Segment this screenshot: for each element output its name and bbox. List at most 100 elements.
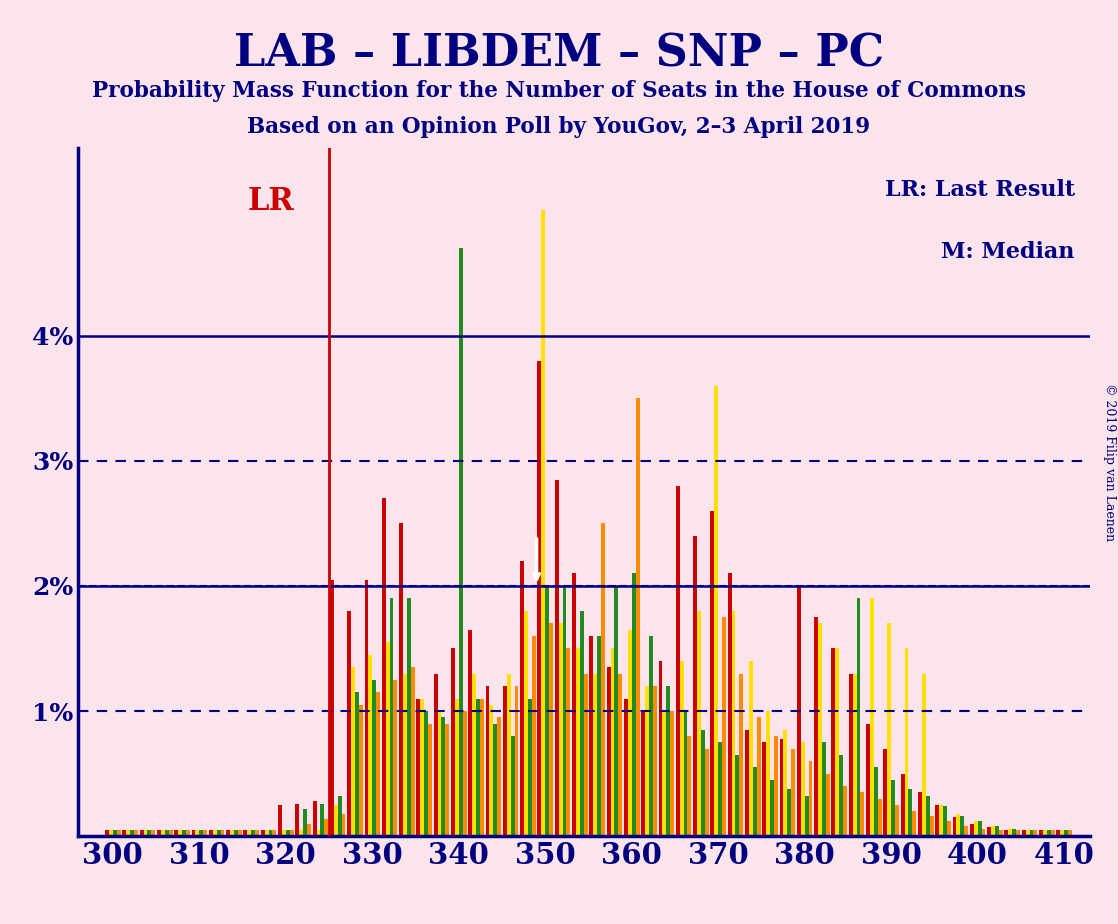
Bar: [663, 711, 666, 836]
Bar: [947, 821, 950, 836]
Bar: [445, 723, 449, 836]
Bar: [126, 830, 130, 836]
Bar: [977, 821, 982, 836]
Bar: [675, 486, 680, 836]
Bar: [849, 674, 853, 836]
Bar: [666, 686, 670, 836]
Bar: [749, 661, 752, 836]
Bar: [1060, 830, 1064, 836]
Bar: [710, 511, 714, 836]
Bar: [580, 611, 584, 836]
Bar: [134, 830, 138, 836]
Bar: [610, 649, 615, 836]
Bar: [818, 624, 822, 836]
Bar: [624, 699, 628, 836]
Bar: [870, 599, 874, 836]
Bar: [731, 611, 736, 836]
Bar: [896, 805, 899, 836]
Bar: [683, 711, 688, 836]
Bar: [901, 773, 904, 836]
Bar: [693, 536, 697, 836]
Bar: [300, 830, 303, 836]
Bar: [286, 830, 290, 836]
Bar: [420, 699, 424, 836]
Bar: [953, 818, 956, 836]
Bar: [991, 826, 995, 836]
Bar: [369, 655, 372, 836]
Bar: [774, 736, 778, 836]
Text: LR: LR: [248, 186, 294, 217]
Bar: [787, 789, 792, 836]
Bar: [490, 705, 493, 836]
Bar: [1016, 830, 1020, 836]
Bar: [739, 674, 743, 836]
Bar: [506, 674, 511, 836]
Bar: [321, 804, 324, 836]
Bar: [130, 830, 134, 836]
Bar: [878, 798, 882, 836]
Bar: [424, 711, 428, 836]
Bar: [1025, 830, 1030, 836]
Bar: [532, 636, 536, 836]
Bar: [1039, 830, 1043, 836]
Bar: [468, 630, 472, 836]
Bar: [722, 617, 726, 836]
Bar: [670, 711, 674, 836]
Bar: [1022, 830, 1025, 836]
Bar: [234, 830, 238, 836]
Bar: [278, 805, 282, 836]
Bar: [476, 699, 480, 836]
Bar: [562, 586, 567, 836]
Bar: [428, 723, 432, 836]
Bar: [282, 830, 286, 836]
Bar: [891, 780, 896, 836]
Bar: [1068, 830, 1072, 836]
Bar: [584, 674, 588, 836]
Bar: [434, 674, 437, 836]
Bar: [113, 830, 116, 836]
Bar: [538, 360, 541, 836]
Bar: [697, 611, 701, 836]
Bar: [389, 599, 394, 836]
Text: Based on an Opinion Poll by YouGov, 2–3 April 2019: Based on an Opinion Poll by YouGov, 2–3 …: [247, 116, 871, 138]
Bar: [555, 480, 559, 836]
Bar: [307, 823, 311, 836]
Bar: [701, 730, 704, 836]
Bar: [313, 801, 316, 836]
Bar: [969, 823, 974, 836]
Bar: [1043, 830, 1046, 836]
Bar: [576, 649, 580, 836]
Bar: [122, 830, 126, 836]
Bar: [186, 830, 190, 836]
Bar: [752, 767, 757, 836]
Bar: [936, 805, 939, 836]
Bar: [618, 674, 623, 836]
Bar: [196, 830, 199, 836]
Bar: [615, 586, 618, 836]
Bar: [334, 805, 338, 836]
Bar: [230, 830, 234, 836]
Bar: [822, 742, 826, 836]
Bar: [1046, 830, 1051, 836]
Bar: [364, 579, 369, 836]
Bar: [410, 667, 415, 836]
Bar: [485, 686, 490, 836]
Bar: [520, 561, 524, 836]
Bar: [874, 767, 878, 836]
Bar: [1008, 829, 1012, 836]
Bar: [437, 711, 442, 836]
Bar: [359, 705, 362, 836]
Bar: [718, 742, 722, 836]
Text: LR: Last Result: LR: Last Result: [884, 179, 1074, 201]
Bar: [1057, 830, 1060, 836]
Bar: [659, 661, 663, 836]
Bar: [295, 804, 300, 836]
Bar: [351, 667, 356, 836]
Bar: [244, 830, 247, 836]
Bar: [797, 586, 800, 836]
Bar: [143, 830, 148, 836]
Bar: [866, 723, 870, 836]
Bar: [1004, 830, 1008, 836]
Bar: [528, 699, 532, 836]
Bar: [455, 699, 458, 836]
